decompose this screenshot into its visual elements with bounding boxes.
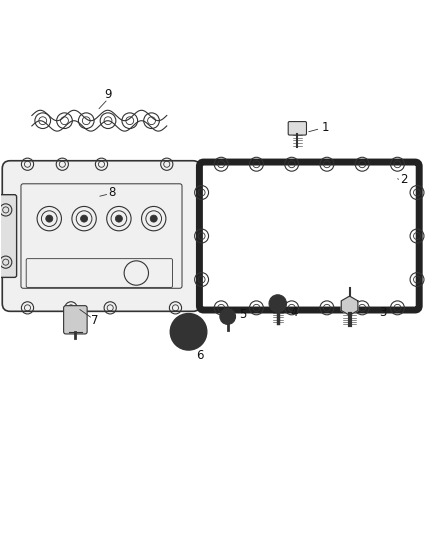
Text: 4: 4 — [290, 306, 297, 319]
FancyBboxPatch shape — [288, 122, 307, 135]
Text: 3: 3 — [379, 306, 386, 319]
Text: 8: 8 — [109, 186, 116, 199]
Circle shape — [81, 215, 88, 222]
Circle shape — [46, 215, 53, 222]
FancyBboxPatch shape — [2, 161, 201, 311]
Text: 1: 1 — [322, 121, 329, 134]
Text: 7: 7 — [91, 314, 99, 327]
Text: 6: 6 — [196, 349, 203, 362]
Text: 5: 5 — [239, 308, 247, 321]
Circle shape — [150, 215, 157, 222]
Text: 9: 9 — [104, 88, 112, 101]
Circle shape — [170, 313, 207, 350]
Circle shape — [269, 295, 286, 312]
Text: ≈: ≈ — [184, 325, 193, 335]
FancyBboxPatch shape — [0, 195, 17, 277]
Polygon shape — [341, 296, 358, 315]
Circle shape — [116, 215, 122, 222]
Circle shape — [220, 309, 236, 325]
Text: 2: 2 — [400, 173, 408, 186]
FancyBboxPatch shape — [64, 305, 87, 334]
